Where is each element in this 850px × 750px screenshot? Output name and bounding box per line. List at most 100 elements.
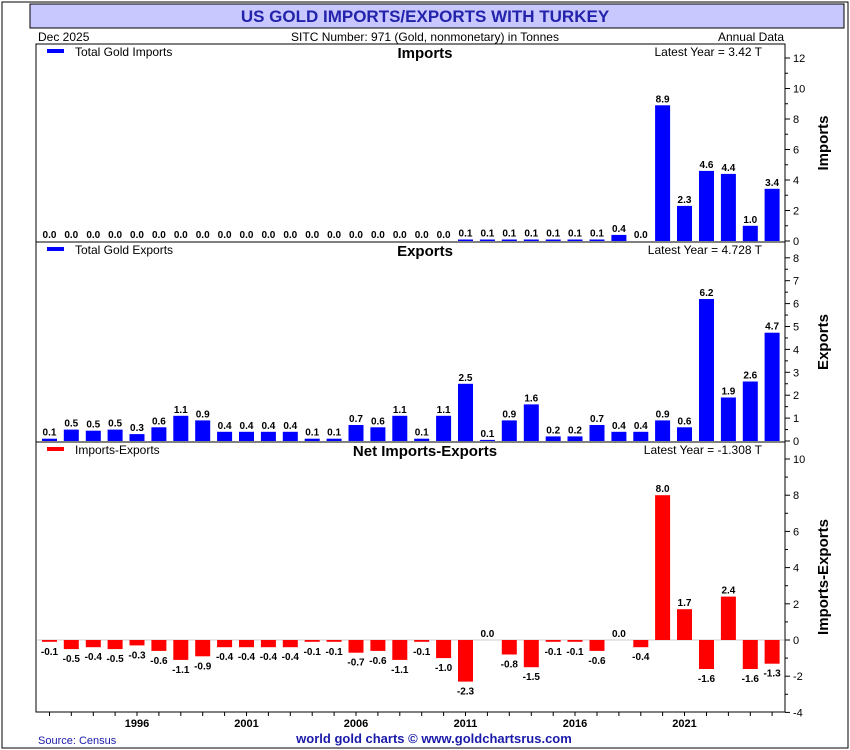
data-label-net-2025: -1.3 [763,669,781,680]
title-band [29,3,845,29]
y-tick-label: 6 [793,299,799,311]
data-label-imports-1994: 0.0 [86,230,100,241]
bar-net-2023 [720,596,736,640]
data-label-exports-1998: 1.1 [174,405,188,416]
bar-net-1994 [85,640,101,648]
bar-net-2019 [633,640,649,648]
data-label-imports-2023: 4.4 [721,163,735,174]
data-label-net-2024: -1.6 [742,674,760,685]
panel-exports: Total Gold Exports Exports Latest Year = 4… [36,241,832,448]
data-label-imports-1999: 0.0 [196,230,210,241]
data-label-exports-2010: 1.1 [437,405,451,416]
y-tick-label: 0 [793,635,799,647]
data-label-exports-2013: 0.9 [502,409,516,420]
panel-net: Imports-Exports Net Imports-Exports Latest… [36,441,832,719]
bar-exports-2020 [655,420,671,441]
data-label-net-2019: -0.4 [632,652,650,663]
bar-imports-2020 [655,105,671,241]
data-label-net-2017: -0.6 [588,656,606,667]
y-tick-label: 2 [793,206,799,218]
bar-exports-1997 [151,427,167,441]
data-label-exports-2003: 0.4 [283,421,297,432]
bar-exports-2013 [501,420,517,441]
legend-swatch-exports [47,247,64,251]
data-label-exports-1992: 0.1 [43,428,57,439]
bar-net-1999 [195,640,211,657]
data-label-exports-2006: 0.7 [349,414,363,425]
data-label-imports-2024: 1.0 [743,215,757,226]
data-label-imports-2007: 0.0 [371,230,385,241]
data-label-exports-2005: 0.1 [327,428,341,439]
data-label-imports-2011: 0.1 [459,229,473,240]
y-tick-label: -2 [793,671,803,683]
bar-exports-2001 [239,431,254,441]
bar-net-2005 [326,640,342,642]
header-frequency: Annual Data [718,30,784,44]
data-label-imports-2016: 0.1 [568,229,582,240]
bar-net-2011 [458,640,473,682]
data-label-exports-2001: 0.4 [240,421,254,432]
y-axis-label-imports: Imports [815,115,832,170]
bar-exports-2019 [633,431,649,441]
bar-exports-1999 [195,420,211,441]
bar-imports-2018 [611,234,627,241]
bar-net-2008 [392,640,408,660]
data-label-exports-2015: 0.2 [546,425,560,436]
data-label-imports-1998: 0.0 [174,230,188,241]
y-tick-label: 3 [793,367,799,379]
x-tick-label: 2001 [234,718,258,730]
bar-exports-2022 [699,299,714,441]
bar-exports-2014 [523,404,539,441]
y-tick-label: 1 [793,413,799,425]
data-label-net-2005: -0.1 [325,647,343,658]
latest-year-net: Latest Year = -1.308 T [644,443,763,457]
bar-exports-1994 [85,430,101,441]
y-tick-label: -4 [793,707,803,719]
bar-exports-1993 [63,429,79,441]
bar-net-2017 [589,640,605,651]
y-tick-label: 4 [793,344,799,356]
bar-net-2025 [764,640,780,664]
data-label-imports-2018: 0.4 [612,224,626,235]
x-tick-label: 2006 [344,718,368,730]
data-label-imports-2013: 0.1 [502,229,516,240]
bar-imports-2022 [699,170,714,241]
bar-imports-2012 [479,239,495,241]
data-label-exports-2019: 0.4 [634,421,648,432]
bar-net-2016 [567,640,583,642]
data-label-exports-2002: 0.4 [261,421,275,432]
data-label-net-2022: -1.6 [698,674,716,685]
y-tick-label: 8 [793,490,799,502]
data-label-net-2018: 0.0 [612,629,626,640]
y-tick-label: 10 [793,454,805,466]
data-label-net-1996: -0.3 [128,650,146,661]
bar-net-1995 [107,640,123,650]
chart-title: US GOLD IMPORTS/EXPORTS WITH TURKEY [241,7,610,26]
bar-imports-2015 [545,239,561,241]
bar-exports-1996 [129,434,145,441]
y-tick-label: 6 [793,526,799,538]
source-note: Source: Census [38,735,117,747]
data-label-exports-2011: 2.5 [459,373,473,384]
bar-exports-2024 [742,381,758,441]
bar-net-1998 [173,640,189,660]
data-label-imports-1992: 0.0 [43,230,57,241]
data-label-net-2000: -0.4 [216,652,234,663]
data-label-net-2009: -0.1 [413,647,431,658]
data-label-net-2011: -2.3 [457,687,475,698]
data-label-exports-2008: 1.1 [393,405,407,416]
data-label-exports-2024: 2.6 [743,371,757,382]
data-label-imports-2002: 0.0 [261,230,275,241]
data-label-exports-2012: 0.1 [480,429,494,440]
data-label-exports-2022: 6.2 [700,288,714,299]
data-label-imports-2022: 4.6 [700,160,714,171]
panel-title-net: Net Imports-Exports [353,443,497,460]
data-label-exports-2018: 0.4 [612,421,626,432]
data-label-imports-2014: 0.1 [524,229,538,240]
x-tick-label: 2011 [454,718,478,730]
data-label-net-2006: -0.7 [347,658,365,669]
data-label-net-2002: -0.4 [260,652,278,663]
y-axis-label-net: Imports-Exports [815,519,832,635]
bar-net-2009 [414,640,430,642]
